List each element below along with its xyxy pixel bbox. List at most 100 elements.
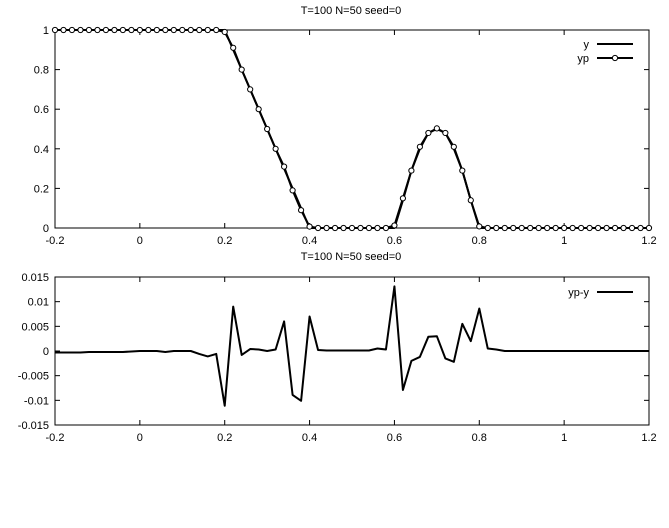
data-point-yp [494, 225, 499, 230]
data-point-yp [239, 67, 244, 72]
data-point-yp [265, 126, 270, 131]
data-point-yp [528, 225, 533, 230]
x-tick-label: 0.8 [472, 432, 487, 444]
data-point-yp [120, 27, 125, 32]
data-point-yp [511, 225, 516, 230]
y-tick-label: 0.4 [34, 144, 49, 156]
series-line-yp [55, 30, 649, 228]
data-point-yp [375, 225, 380, 230]
data-point-yp [61, 27, 66, 32]
data-point-yp [502, 225, 507, 230]
data-point-yp [587, 225, 592, 230]
data-point-yp [366, 225, 371, 230]
x-tick-label: 1 [561, 235, 567, 247]
data-point-yp [434, 126, 439, 131]
data-point-yp [392, 223, 397, 228]
x-tick-label: 1.2 [641, 235, 656, 247]
data-point-yp [163, 27, 168, 32]
data-point-yp [52, 27, 57, 32]
data-point-yp [231, 45, 236, 50]
data-point-yp [545, 225, 550, 230]
legend-label-yp: yp [577, 53, 589, 65]
data-point-yp [595, 225, 600, 230]
data-point-yp [485, 225, 490, 230]
y-tick-label: 0.2 [34, 183, 49, 195]
legend-marker-yp [612, 55, 617, 60]
data-point-yp [646, 225, 651, 230]
x-tick-label: -0.2 [46, 432, 65, 444]
series-line-yp-y [55, 286, 649, 405]
legend-label-y: y [584, 39, 590, 51]
x-tick-label: 0.8 [472, 235, 487, 247]
data-point-yp [78, 27, 83, 32]
data-point-yp [154, 27, 159, 32]
data-point-yp [579, 225, 584, 230]
data-point-yp [146, 27, 151, 32]
data-point-yp [273, 146, 278, 151]
data-point-yp [519, 225, 524, 230]
y-tick-label: -0.01 [24, 395, 49, 407]
data-point-yp [248, 87, 253, 92]
y-tick-label: 0.015 [21, 272, 49, 284]
chart-title-bottom: T=100 N=50 seed=0 [301, 251, 402, 263]
data-point-yp [612, 225, 617, 230]
x-tick-label: 0.4 [302, 235, 317, 247]
data-point-yp [197, 27, 202, 32]
x-tick-label: 0.2 [217, 432, 232, 444]
y-tick-label: 1 [43, 25, 49, 37]
data-point-yp [553, 225, 558, 230]
x-tick-label: 1.2 [641, 432, 656, 444]
data-point-yp [468, 198, 473, 203]
data-point-yp [562, 225, 567, 230]
data-point-yp [629, 225, 634, 230]
data-point-yp [638, 225, 643, 230]
data-point-yp [222, 29, 227, 34]
y-tick-label: 0.6 [34, 104, 49, 116]
y-tick-label: 0.01 [28, 297, 49, 309]
x-tick-label: 0.6 [387, 235, 402, 247]
data-point-yp [358, 225, 363, 230]
data-point-yp [256, 107, 261, 112]
data-point-yp [409, 168, 414, 173]
data-point-yp [112, 27, 117, 32]
data-point-yp [205, 27, 210, 32]
x-tick-label: 0.4 [302, 432, 317, 444]
data-point-yp [426, 130, 431, 135]
legend-label-yp-y: yp-y [568, 287, 589, 299]
data-point-yp [307, 224, 312, 229]
plot-frame-top [55, 30, 649, 228]
data-point-yp [180, 27, 185, 32]
data-point-yp [188, 27, 193, 32]
data-point-yp [536, 225, 541, 230]
data-point-yp [103, 27, 108, 32]
data-point-yp [129, 27, 134, 32]
data-point-yp [621, 225, 626, 230]
data-point-yp [69, 27, 74, 32]
y-tick-label: -0.015 [18, 420, 49, 432]
x-tick-label: 0.2 [217, 235, 232, 247]
data-point-yp [137, 27, 142, 32]
y-tick-label: 0.005 [21, 321, 49, 333]
data-point-yp [332, 225, 337, 230]
data-point-yp [315, 225, 320, 230]
x-tick-label: 0 [137, 432, 143, 444]
data-point-yp [171, 27, 176, 32]
x-tick-label: 0.6 [387, 432, 402, 444]
data-point-yp [417, 144, 422, 149]
data-point-yp [443, 130, 448, 135]
data-point-yp [290, 188, 295, 193]
data-point-yp [86, 27, 91, 32]
data-point-yp [451, 144, 456, 149]
data-point-yp [383, 225, 388, 230]
data-point-yp [324, 225, 329, 230]
data-point-yp [341, 225, 346, 230]
data-point-yp [477, 224, 482, 229]
x-tick-label: 0 [137, 235, 143, 247]
data-point-yp [400, 196, 405, 201]
series-line-y [55, 30, 649, 228]
y-tick-label: 0 [43, 346, 49, 358]
data-point-yp [570, 225, 575, 230]
data-point-yp [460, 168, 465, 173]
